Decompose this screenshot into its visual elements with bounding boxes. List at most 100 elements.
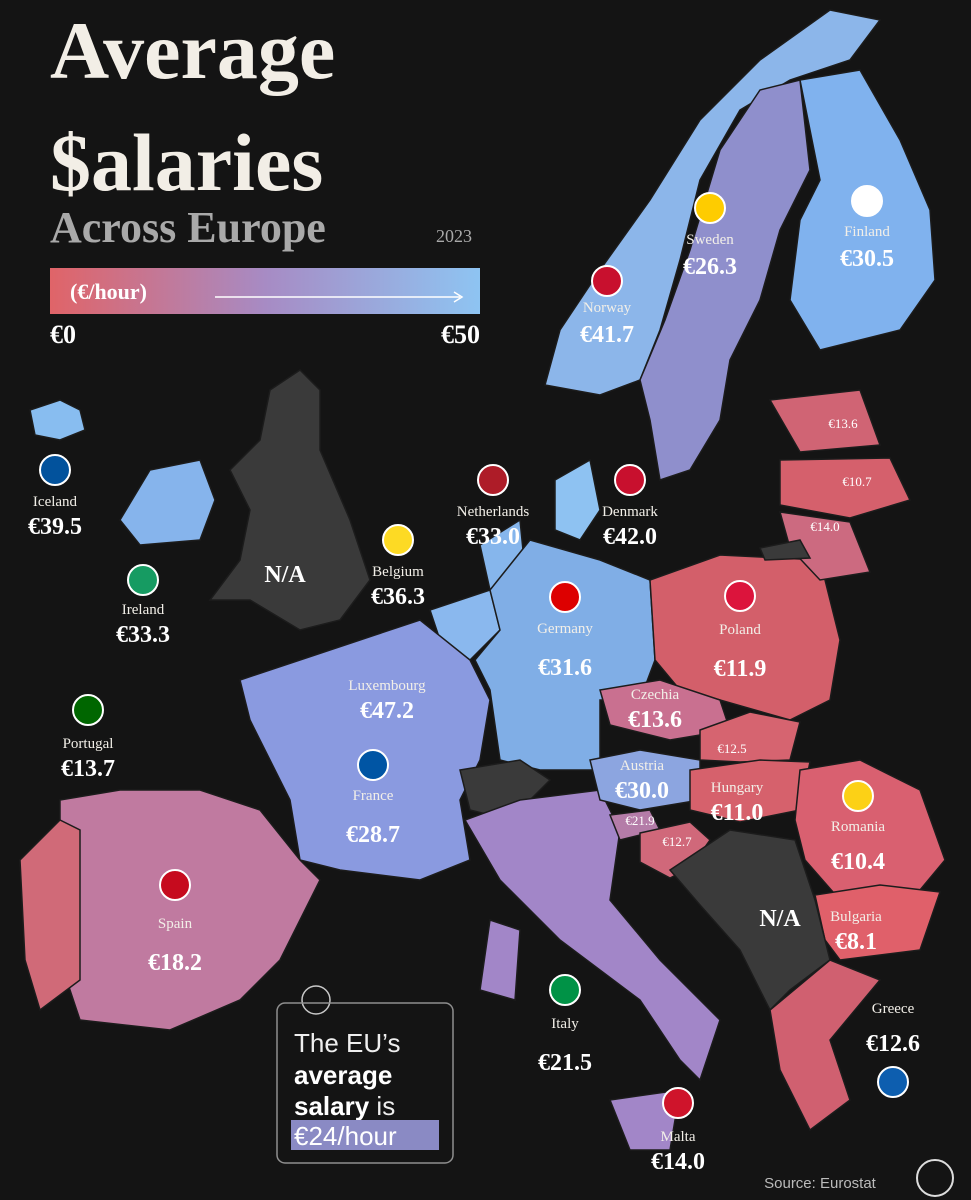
small-label: €12.5 — [717, 741, 746, 756]
country-name: Netherlands — [457, 504, 530, 520]
slovakia — [699, 711, 801, 763]
title-block: Average $alaries Across Europe 2023 — [50, 5, 472, 252]
flag — [662, 1087, 694, 1119]
country-name: Czechia — [631, 687, 680, 703]
country-value: €18.2 — [148, 950, 202, 976]
latvia — [779, 457, 912, 519]
kaliningrad — [758, 539, 812, 561]
country-value: €21.5 — [538, 1050, 592, 1076]
germany — [474, 539, 656, 771]
subtitle: Across Europe — [50, 203, 326, 252]
country-value: €41.7 — [580, 322, 634, 348]
country-name: Denmark — [602, 504, 658, 520]
small-label: €21.9 — [625, 813, 654, 828]
country-value: €42.0 — [603, 524, 657, 550]
country-name: Malta — [661, 1129, 696, 1145]
small-label: €12.7 — [662, 834, 692, 849]
callout-line: The EU’s — [294, 1028, 400, 1058]
legend-bar — [50, 268, 480, 314]
country-name: Iceland — [33, 494, 78, 510]
callout: The EU’s average salary is €24/hour — [276, 985, 454, 1164]
country-name: Poland — [719, 622, 761, 638]
flag — [39, 454, 71, 486]
flag — [694, 192, 726, 224]
country-name: Luxembourg — [348, 678, 426, 694]
country-value: €36.3 — [371, 584, 425, 610]
flag — [357, 749, 389, 781]
legend-arrowhead — [453, 291, 464, 303]
flag — [591, 265, 623, 297]
country-name: Bulgaria — [830, 909, 882, 925]
country-name: Norway — [583, 300, 632, 316]
country-value: €30.0 — [615, 778, 669, 804]
legend-min: €0 — [50, 320, 76, 349]
country-value: €10.4 — [831, 849, 885, 875]
country-name: France — [353, 788, 394, 804]
country-name: Ireland — [122, 602, 165, 618]
country-name: Hungary — [711, 780, 764, 796]
country-value: €14.0 — [651, 1149, 705, 1175]
small-label: €10.7 — [842, 474, 872, 489]
title-line1: Average — [50, 5, 335, 96]
ireland — [119, 459, 216, 546]
logo — [916, 1159, 954, 1197]
country-value: €8.1 — [835, 929, 877, 955]
country-value: €33.3 — [116, 622, 170, 648]
highlight — [291, 1120, 439, 1150]
flag — [614, 464, 646, 496]
country-name: Austria — [620, 758, 665, 774]
country-name: Belgium — [372, 564, 424, 580]
title-line2: $alaries — [50, 117, 323, 208]
denmark — [554, 458, 601, 541]
country-value: €33.0 — [466, 524, 520, 550]
money-icon — [301, 985, 331, 1015]
year: 2023 — [436, 226, 472, 246]
greece — [769, 959, 882, 1132]
portugal — [19, 819, 81, 1012]
legend-max: €50 — [441, 320, 480, 349]
legend-unit: (€/hour) — [70, 279, 147, 304]
country-name: Sweden — [686, 232, 734, 248]
small-labels: €13.6 €10.7 €14.0 €12.5 €21.9 €12.7 N/A … — [264, 416, 872, 932]
flag — [724, 580, 756, 612]
iceland — [29, 399, 86, 441]
source: Source: Eurostat — [764, 1175, 877, 1192]
callout-line: average — [294, 1060, 392, 1090]
country-name: Portugal — [63, 736, 114, 752]
balkans — [668, 829, 831, 1012]
na-label: N/A — [264, 562, 306, 588]
flag — [127, 564, 159, 596]
callout-line: salary is — [294, 1091, 395, 1121]
country-value: €11.9 — [714, 656, 767, 682]
uk — [208, 369, 371, 631]
country-name: Germany — [537, 621, 593, 637]
country-value: €31.6 — [538, 655, 592, 681]
country-value: €39.5 — [28, 514, 82, 540]
country-name: Romania — [831, 819, 885, 835]
france — [239, 619, 491, 881]
callout-bold: salary — [294, 1091, 370, 1121]
small-label: €13.6 — [828, 416, 858, 431]
callout-box — [276, 1002, 454, 1164]
country-labels: Norway €41.7 Sweden €26.3 Finland €30.5 Icelan… — [28, 185, 920, 1175]
country-value: €13.7 — [61, 756, 115, 782]
country-name: Finland — [844, 224, 890, 240]
flag — [382, 524, 414, 556]
country-value: €12.6 — [866, 1031, 920, 1057]
country-value: €13.6 — [628, 707, 682, 733]
small-label: €14.0 — [810, 519, 839, 534]
country-name: Greece — [872, 1001, 915, 1017]
country-name: Italy — [551, 1016, 579, 1032]
spain — [59, 789, 321, 1031]
country-value: €28.7 — [346, 822, 400, 848]
country-name: Spain — [158, 916, 193, 932]
flag — [477, 464, 509, 496]
flag — [842, 780, 874, 812]
flag — [549, 974, 581, 1006]
callout-rest: is — [376, 1091, 395, 1121]
legend: (€/hour) €0 €50 — [50, 268, 480, 349]
flag — [159, 869, 191, 901]
country-value: €11.0 — [711, 800, 764, 826]
country-value: €26.3 — [683, 254, 737, 280]
